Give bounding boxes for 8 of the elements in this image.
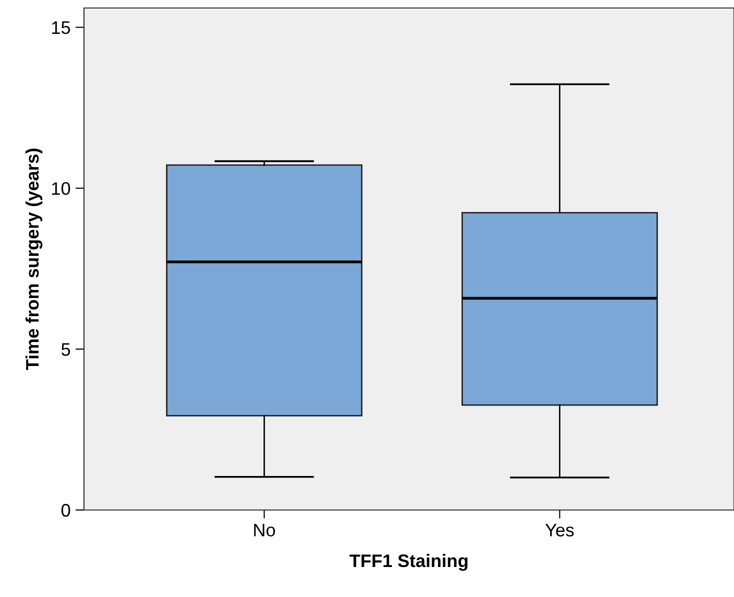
y-tick-label: 0 — [61, 504, 70, 517]
x-tick-label: No — [254, 524, 276, 536]
x-axis-title: TFF1 Staining — [350, 554, 468, 571]
y-tick-label: 15 — [52, 21, 70, 34]
x-tick-label: Yes — [545, 524, 574, 536]
y-tick-label: 10 — [52, 182, 70, 195]
y-tick-label: 5 — [61, 343, 70, 356]
y-axis-title: Time from surgery (years) — [25, 148, 42, 370]
